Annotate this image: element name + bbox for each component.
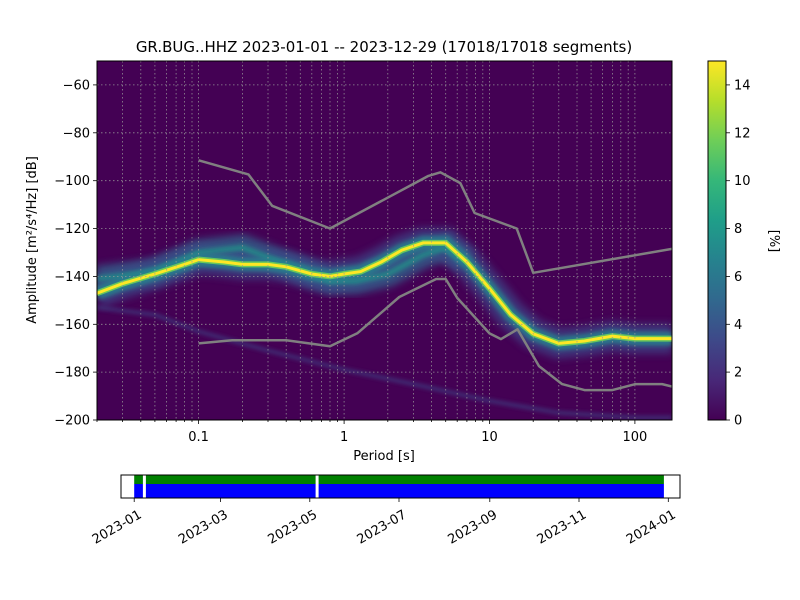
y-tick-label: −200 <box>54 414 90 429</box>
noise-model-nlnm <box>198 277 672 392</box>
coverage-date-label: 2023-07 <box>355 507 410 547</box>
coverage-frame <box>120 474 681 499</box>
y-tick-label: −140 <box>54 270 90 285</box>
coverage-gap-marker <box>142 475 146 498</box>
coverage-date-label: 2023-03 <box>176 507 231 547</box>
coverage-date-label: 2023-11 <box>535 507 590 547</box>
x-tick-label: 0.1 <box>188 430 209 445</box>
y-tick-label: −80 <box>63 126 90 141</box>
y-tick-label: −60 <box>63 78 90 93</box>
mode-density-line <box>97 241 672 345</box>
psd-plot: 0.1 1 10 100 −60 −80 −100 −120 −140 −160 −180 −200… <box>25 60 673 464</box>
coverage-date-ticks: 2023-01 2023-03 2023-05 2023-07 2023-09 2023-… <box>90 498 679 548</box>
coverage-date-label: 2023-01 <box>90 507 145 547</box>
plot-background <box>97 61 672 420</box>
coverage-available-bar <box>134 484 664 498</box>
colorbar-tick-label: 12 <box>734 126 751 141</box>
colorbar-gradient <box>708 61 726 420</box>
plot-content <box>97 61 672 420</box>
y-axis-ticks: −60 −80 −100 −120 −140 −160 −180 −200 <box>54 78 97 429</box>
coverage-date-label: 2024-01 <box>624 507 679 547</box>
x-tick-label: 1 <box>340 430 348 445</box>
coverage-gap-marker <box>315 475 319 498</box>
coverage-date-label: 2023-09 <box>445 507 500 547</box>
floor-density-line <box>97 306 672 420</box>
x-tick-label: 100 <box>622 430 647 445</box>
x-tick-label: 10 <box>481 430 498 445</box>
y-tick-label: −100 <box>54 174 90 189</box>
plot-frame <box>96 60 673 421</box>
colorbar: 0 2 4 6 8 10 12 14 [%] <box>707 60 781 429</box>
colorbar-frame <box>707 60 727 421</box>
noise-model-nhnm <box>198 159 672 275</box>
colorbar-tick-label: 0 <box>734 414 742 429</box>
colorbar-label: [%] <box>766 230 781 253</box>
colorbar-ticks: 0 2 4 6 8 10 12 14 <box>726 78 751 429</box>
chart-title: GR.BUG..HHZ 2023-01-01 -- 2023-12-29 (17… <box>136 38 632 56</box>
y-tick-label: −120 <box>54 222 90 237</box>
x-axis-ticks: 0.1 1 10 100 <box>96 420 647 445</box>
colorbar-tick-label: 14 <box>734 78 751 93</box>
y-tick-label: −160 <box>54 318 90 333</box>
coverage-strip: 2023-01 2023-03 2023-05 2023-07 2023-09 2023-… <box>90 474 681 548</box>
density-layer <box>97 227 672 420</box>
y-axis-label: Amplitude [m²/s⁴/Hz] [dB] <box>25 156 40 324</box>
noise-model-layer <box>198 159 672 392</box>
coverage-used-bar <box>134 475 664 484</box>
y-tick-label: −180 <box>54 366 90 381</box>
colorbar-tick-label: 4 <box>734 318 742 333</box>
colorbar-tick-label: 10 <box>734 174 751 189</box>
coverage-bars <box>134 475 664 498</box>
colorbar-tick-label: 8 <box>734 222 742 237</box>
colorbar-tick-label: 6 <box>734 270 742 285</box>
coverage-date-label: 2023-05 <box>265 507 320 547</box>
x-axis-label: Period [s] <box>353 449 415 464</box>
colorbar-tick-label: 2 <box>734 366 742 381</box>
